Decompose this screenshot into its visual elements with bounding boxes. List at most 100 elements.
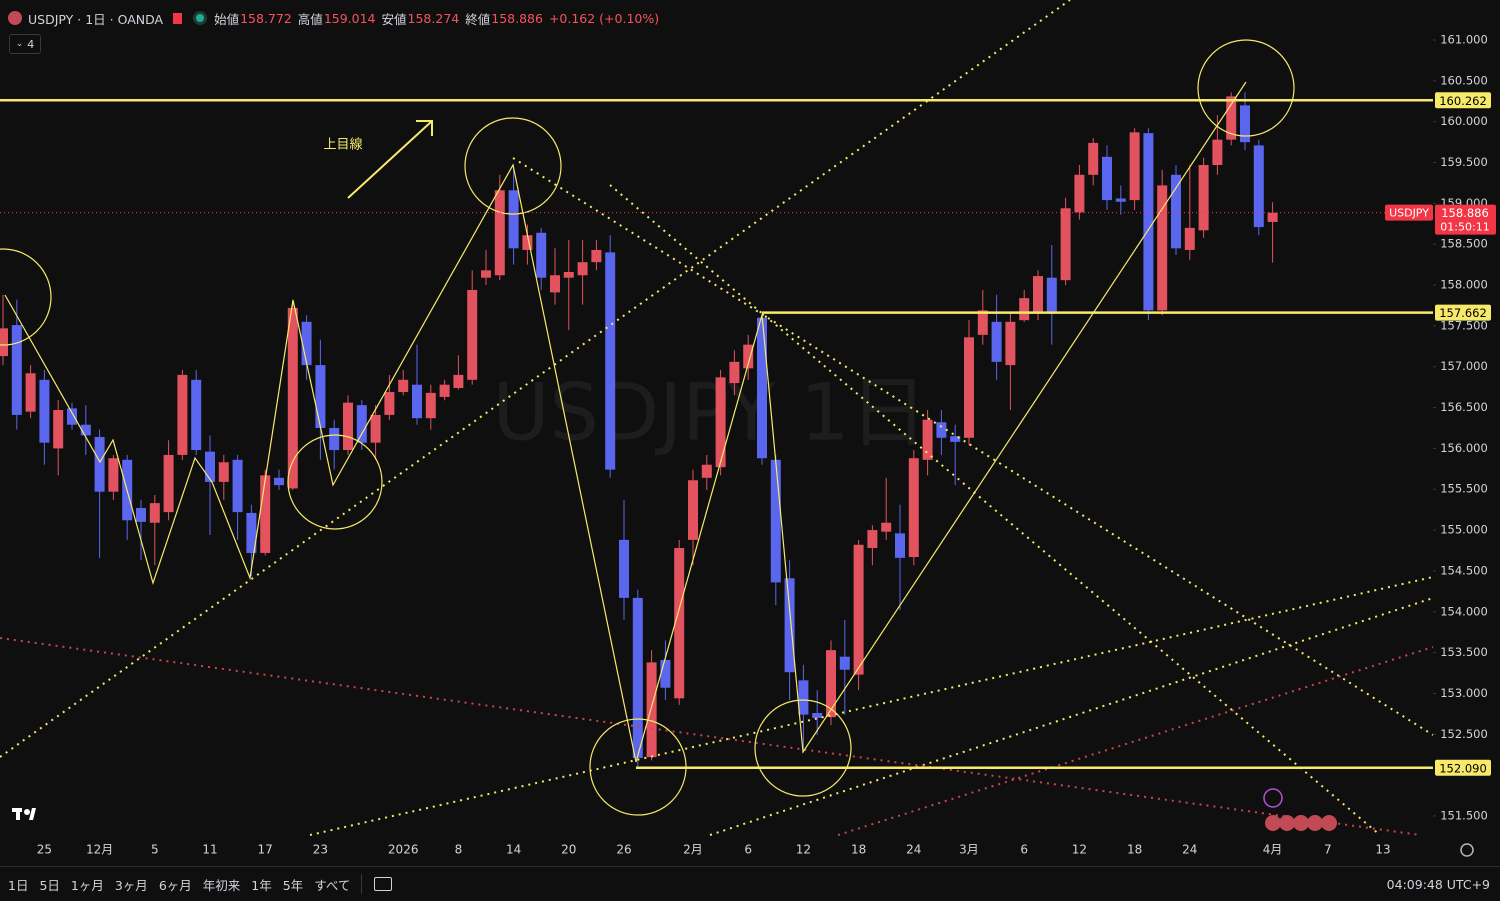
candle-body: [205, 451, 215, 482]
close-value: 158.886: [491, 10, 543, 26]
candle-body: [177, 374, 188, 455]
candle-body: [522, 235, 533, 250]
x-tick-label: 17: [258, 843, 273, 857]
candle-body: [577, 262, 588, 276]
candle-body: [619, 539, 629, 598]
flag-marker[interactable]: [173, 12, 183, 24]
x-tick-label: 12: [1072, 843, 1087, 857]
candle-body: [67, 408, 77, 425]
candle-body: [370, 414, 381, 443]
indicator-toggle[interactable]: ⌄ 4: [9, 34, 41, 54]
drawings: [0, 0, 1434, 836]
range-button[interactable]: 5年: [282, 877, 304, 893]
date-range-icon[interactable]: [374, 877, 393, 891]
trend-line: [609, 184, 1381, 836]
y-tick-label: 151.500: [1440, 808, 1488, 822]
settings-icon[interactable]: [1460, 843, 1474, 857]
bottom-toolbar: 1日 5日 1ヶ月 3ヶ月 6ヶ月 年初来 1年 5年 すべて 04:09:48…: [0, 866, 1500, 901]
circle-marker: [1197, 39, 1295, 137]
x-tick-label: 20: [561, 843, 576, 857]
y-tick-label: 158.500: [1440, 237, 1488, 251]
candle-body: [1019, 298, 1030, 321]
trend-line: [0, 0, 1071, 758]
candle-body: [260, 475, 271, 553]
x-tick-label: 18: [851, 843, 866, 857]
candle-body: [784, 578, 795, 673]
candle-body: [770, 459, 781, 583]
symbol-title[interactable]: USDJPY · 1日 · OANDA: [28, 11, 164, 27]
candle-body: [329, 427, 340, 451]
y-tick-label: 153.000: [1440, 686, 1488, 700]
symbol-tag: [1385, 204, 1433, 221]
x-tick-label: 13: [1375, 843, 1390, 857]
candle-body: [729, 361, 740, 384]
trend-line: [0, 637, 1421, 836]
trend-line: [309, 576, 1434, 836]
candle-body: [287, 307, 298, 489]
price-tag-label: 152.090: [1439, 761, 1487, 775]
open-label: 始値: [214, 11, 240, 27]
range-button[interactable]: 1日: [8, 877, 29, 893]
candle-body: [0, 328, 8, 357]
candle-body: [412, 384, 422, 419]
candle-body: [136, 508, 146, 522]
candle-body: [674, 548, 685, 699]
y-tick-label: 160.000: [1440, 114, 1488, 128]
candle-body: [301, 321, 312, 366]
x-tick-label: 12月: [86, 843, 113, 857]
candle-body: [1171, 174, 1181, 249]
x-tick-label: 24: [1182, 843, 1197, 857]
y-tick-label: 152.500: [1440, 727, 1488, 741]
price-tag: [1435, 92, 1491, 109]
candle-body: [1074, 174, 1085, 213]
y-tick-label: 156.000: [1440, 441, 1488, 455]
y-tick-label: 158.000: [1440, 278, 1488, 292]
candle-body: [384, 392, 395, 415]
range-button[interactable]: 年初来: [202, 877, 241, 893]
y-tick-label: 157.500: [1440, 318, 1488, 332]
range-button[interactable]: すべて: [314, 877, 351, 893]
candle-body: [936, 422, 947, 438]
arrow: [347, 120, 433, 199]
chart: USDJPY 1日 上目線 151.500 152.500 153.000 153.5…: [0, 0, 1496, 857]
candle-body: [39, 379, 50, 443]
range-button[interactable]: 1ヶ月: [70, 877, 104, 893]
y-tick-label: 159.500: [1440, 155, 1488, 169]
candle-body: [1115, 198, 1126, 202]
candle-body: [1046, 277, 1057, 313]
candle-body: [853, 544, 864, 675]
price-tag: [1435, 304, 1491, 321]
candle-body: [812, 713, 823, 718]
y-tick-label: 160.500: [1440, 73, 1488, 87]
candle-body: [481, 270, 491, 278]
candle-body: [605, 252, 616, 470]
candle-body: [1226, 96, 1237, 140]
x-tick-label: 4月: [1263, 843, 1283, 857]
candle-body: [343, 402, 353, 451]
y-tick-label: 153.500: [1440, 645, 1488, 659]
range-button[interactable]: 1年: [251, 877, 272, 893]
range-button[interactable]: 6ヶ月: [158, 877, 192, 893]
candle-body: [1267, 212, 1278, 222]
y-tick-label: 155.500: [1440, 482, 1488, 496]
high-value: 159.014: [323, 10, 376, 26]
circle-marker: [287, 434, 383, 530]
candle-body: [53, 410, 64, 449]
candle-body: [908, 458, 919, 558]
candle-body: [1033, 276, 1043, 313]
high-label: 高値: [297, 11, 323, 27]
range-button[interactable]: 3ヶ月: [114, 877, 148, 893]
annotation: 上目線: [323, 137, 362, 153]
low-value: 158.274: [407, 10, 460, 26]
candle-body: [508, 190, 519, 249]
x-tick-label: 18: [1127, 843, 1142, 857]
candle-body: [11, 325, 22, 415]
range-button[interactable]: 5日: [39, 877, 60, 893]
candle-body: [701, 464, 712, 478]
candle-body: [1184, 227, 1195, 250]
trend-line: [512, 157, 1434, 736]
candle-body: [108, 458, 119, 492]
x-tick-label: 11: [202, 843, 217, 857]
candle-body: [1129, 132, 1140, 201]
